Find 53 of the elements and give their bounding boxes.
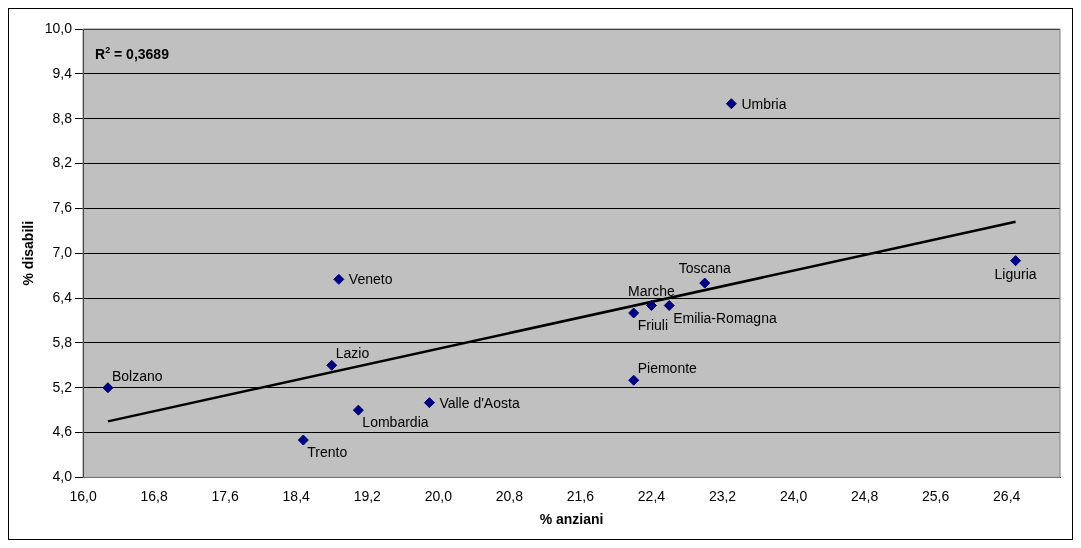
y-axis-title: % disabili <box>20 220 37 286</box>
x-tick-label: 24,8 <box>850 487 879 504</box>
point <box>628 374 640 386</box>
y-tick-label: 7,0 <box>52 244 73 261</box>
point <box>297 434 309 446</box>
point <box>663 300 675 312</box>
annotation: Marche <box>628 282 676 299</box>
x-tick-label: 20,0 <box>424 487 453 504</box>
y-tick-label: 7,6 <box>52 199 73 216</box>
annotation: Bolzano <box>111 367 163 384</box>
x-tick-label: 16,0 <box>69 487 97 504</box>
x-tick-label: 21,6 <box>566 487 595 504</box>
annotation: Umbria <box>741 95 787 112</box>
x-tick-label: 20,8 <box>495 487 524 504</box>
annotation: Lazio <box>335 345 370 362</box>
y-tick-label: 9,4 <box>52 64 73 81</box>
annotation: Toscana <box>678 260 732 277</box>
x-tick-label: 17,6 <box>211 487 239 504</box>
x-tick-label: 25,6 <box>922 487 950 504</box>
y-tick-label: 8,8 <box>52 109 73 126</box>
annotation: Trento <box>307 444 348 461</box>
point <box>628 307 640 319</box>
y-tick-label: 5,2 <box>52 378 73 395</box>
x-axis-title: % anziani <box>539 511 604 528</box>
x-tick-label: 18,4 <box>282 487 311 504</box>
y-tick-label: 6,4 <box>52 288 73 305</box>
y-tick-label: 8,2 <box>52 154 73 171</box>
point <box>102 382 114 394</box>
point <box>326 359 338 371</box>
x-tick-label: 22,4 <box>637 487 666 504</box>
point <box>645 300 657 312</box>
x-tick-label: 16,8 <box>140 487 168 504</box>
x-tick-label: 23,2 <box>708 487 737 504</box>
point <box>1010 255 1022 267</box>
x-tick-label: 26,4 <box>993 487 1021 504</box>
point <box>352 404 364 416</box>
point <box>725 98 737 110</box>
x-tick-label: 24,0 <box>779 487 808 504</box>
annotation: Lombardia <box>362 414 429 431</box>
point <box>699 277 711 289</box>
annotation: Piemonte <box>637 360 698 377</box>
y-tick-label: 10,0 <box>44 19 73 36</box>
point <box>333 273 345 285</box>
y-tick-label: 4,6 <box>52 423 73 440</box>
annotation: Liguria <box>994 265 1037 282</box>
y-tick-label: 4,0 <box>52 468 73 485</box>
x-tick-label: 19,2 <box>353 487 382 504</box>
annotation: Emilia-Romagna <box>673 309 777 326</box>
y-tick-label: 5,8 <box>52 333 73 350</box>
annotation: Valle d'Aosta <box>439 394 520 411</box>
point <box>423 397 435 409</box>
annotation: Veneto <box>348 271 393 288</box>
annotation: Friuli <box>637 316 669 333</box>
